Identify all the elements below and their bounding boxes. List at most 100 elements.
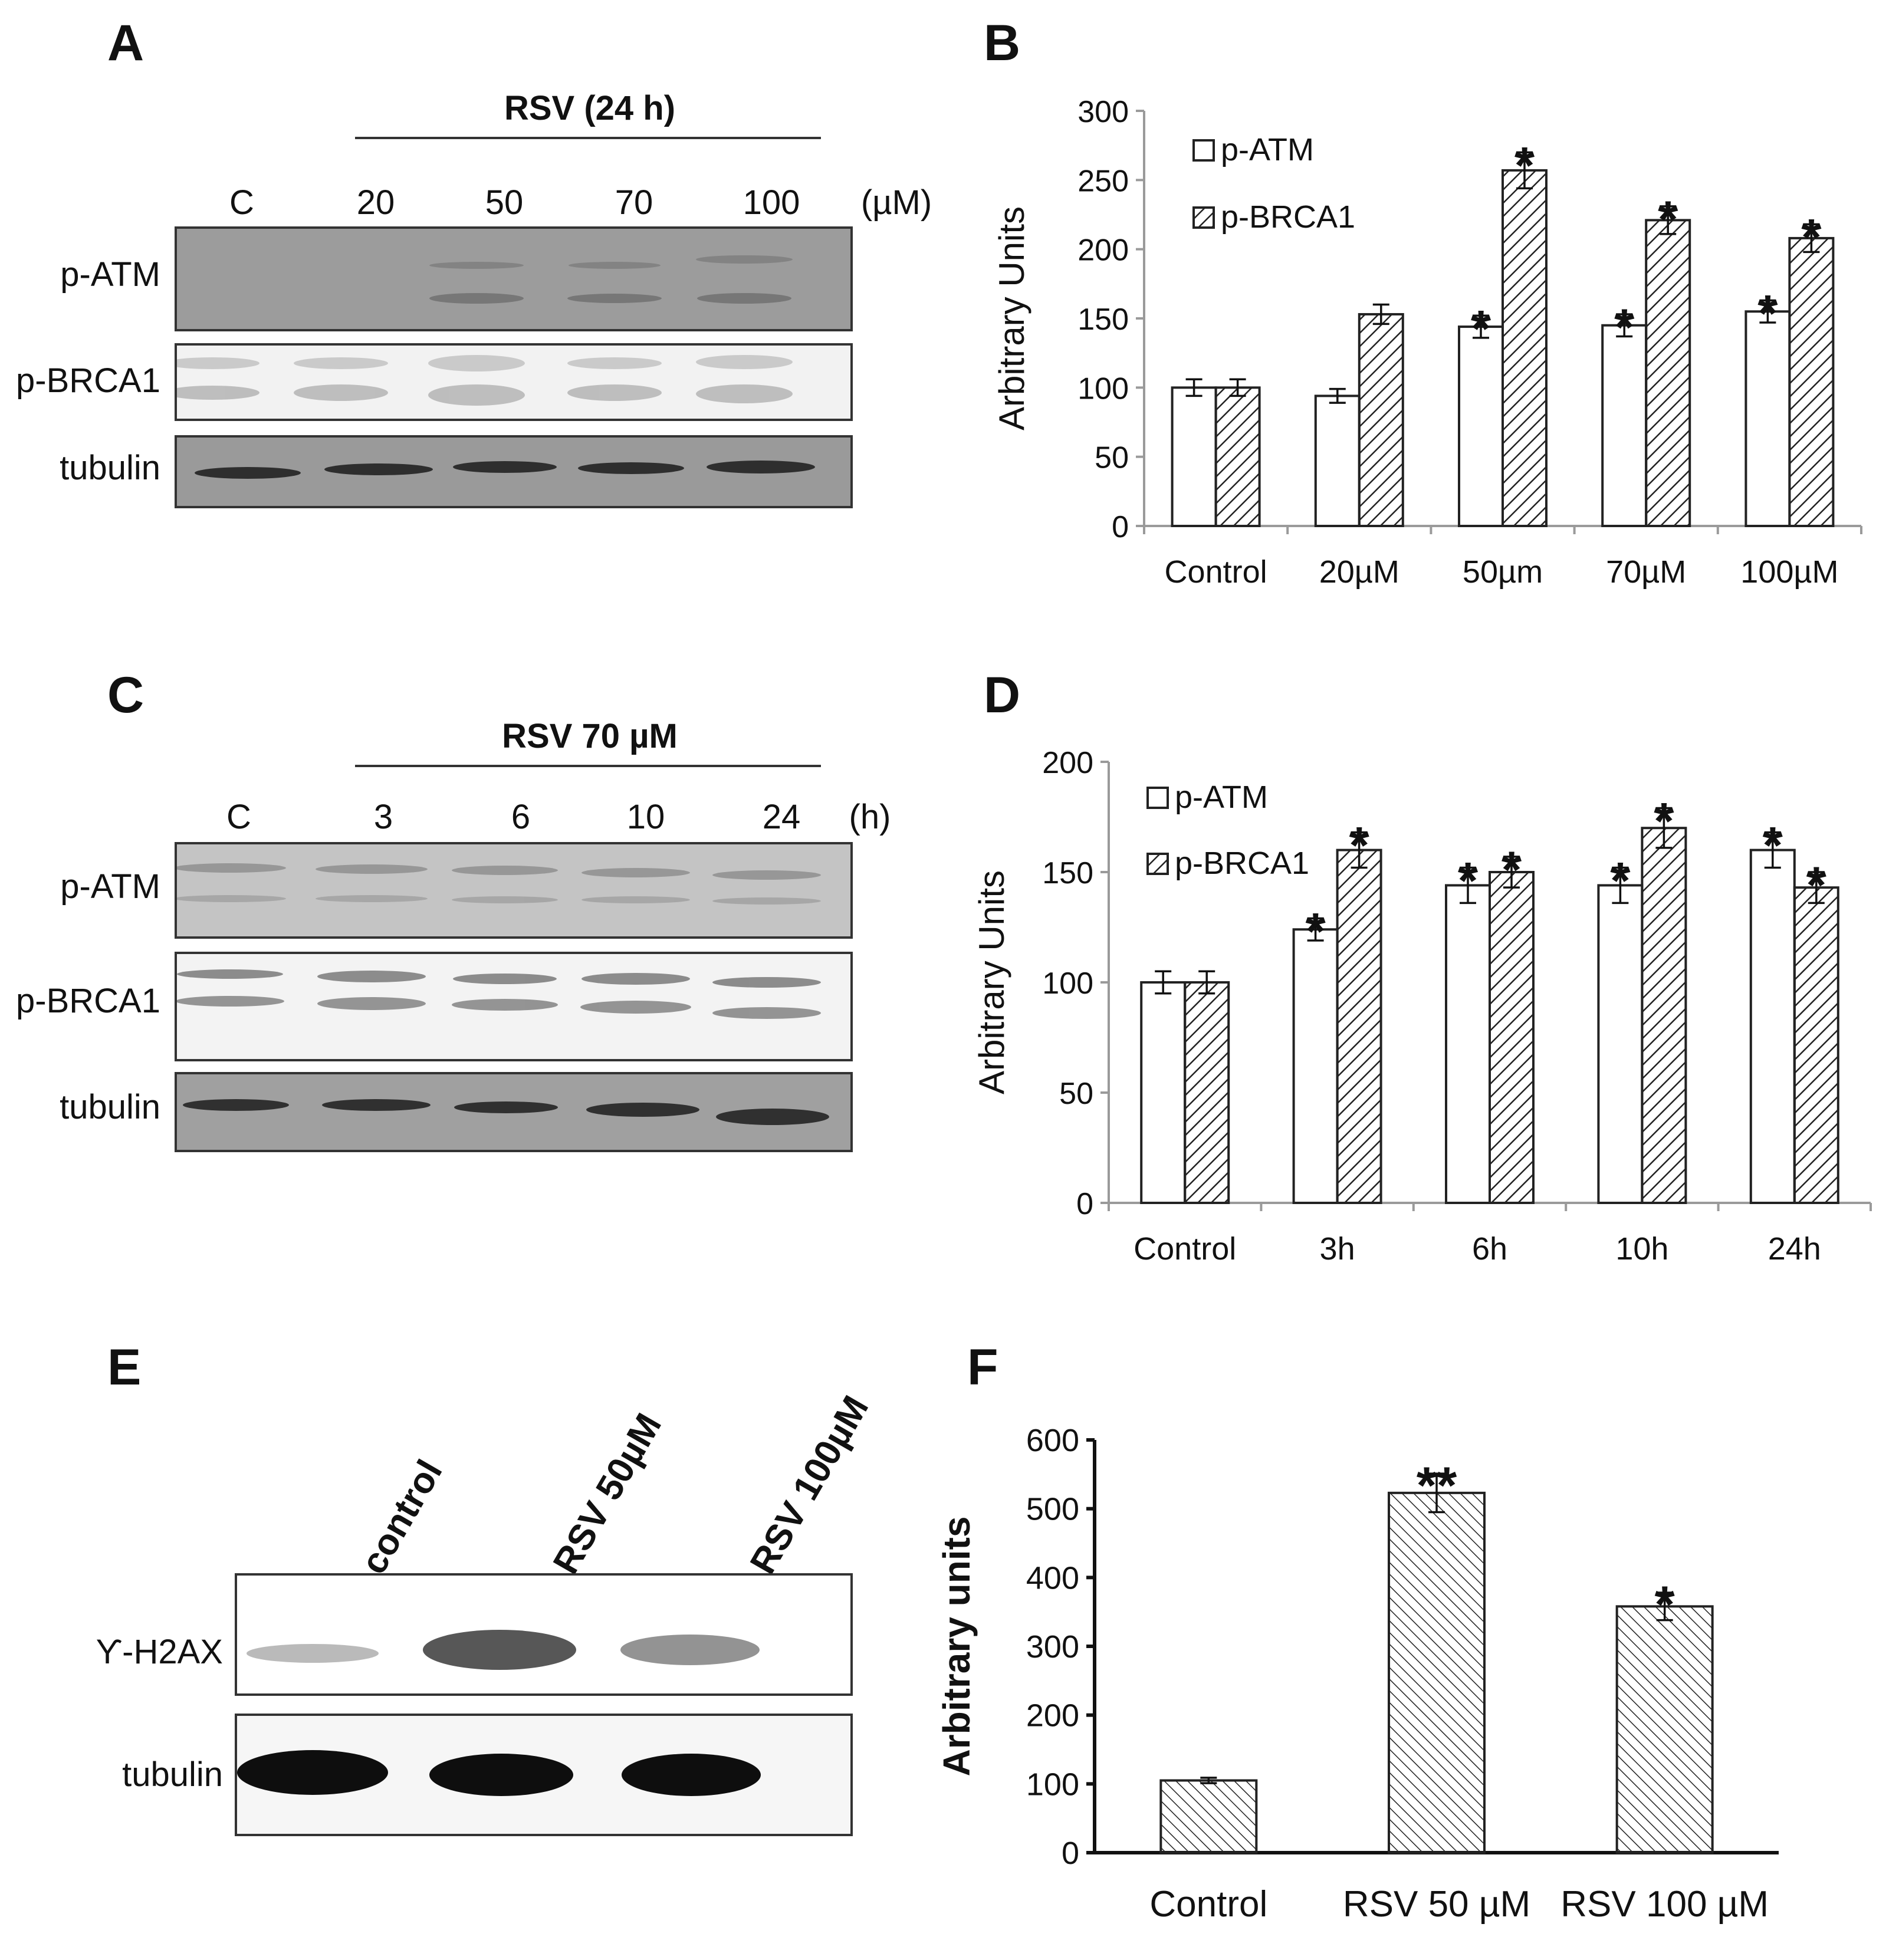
legend-label: p-ATM xyxy=(1221,132,1314,167)
y-tick-label: 150 xyxy=(1042,856,1093,890)
x-tick-label: 6h xyxy=(1472,1231,1507,1267)
blot-strip-pbrca1 xyxy=(175,343,853,421)
y-tick-label: 300 xyxy=(1077,95,1129,129)
lane-label: control xyxy=(353,1453,451,1581)
bar-chart-f: 0 100 200 300 400 500 600 Control RSV 50 µM RSV 1… xyxy=(935,1423,1779,1925)
significance-marker: * xyxy=(1614,298,1635,356)
lane-label: RSV 50µM xyxy=(545,1406,670,1581)
significance-marker: ** xyxy=(1417,1456,1457,1514)
x-tick-label: RSV 100 µM xyxy=(1560,1884,1769,1925)
lane-label: 70 xyxy=(615,183,653,222)
x-tick-label: Control xyxy=(1149,1884,1267,1925)
bar-p-atm xyxy=(1314,394,1361,527)
band xyxy=(183,1099,829,1125)
row-label: p-ATM xyxy=(60,867,160,906)
significance-marker: * xyxy=(1801,208,1822,266)
row-label: tubulin xyxy=(60,449,160,487)
x-tick-label: 24h xyxy=(1768,1231,1821,1267)
x-tick-label: 20µM xyxy=(1319,554,1399,590)
blot-strip-tubulin xyxy=(175,435,853,508)
legend-swatch xyxy=(1146,853,1169,875)
bar-value xyxy=(1159,1779,1258,1854)
significance-marker: * xyxy=(1655,1575,1675,1633)
header-line xyxy=(355,137,821,139)
significance-marker: * xyxy=(1305,902,1326,961)
panel-label-e: E xyxy=(107,1339,142,1396)
blot-strip-patm xyxy=(175,842,853,939)
x-tick-label: 70µM xyxy=(1606,554,1686,590)
significance-marker: * xyxy=(1806,856,1827,914)
y-tick-label: 300 xyxy=(1026,1629,1079,1665)
x-tick-label: 3h xyxy=(1320,1231,1355,1267)
y-axis-label: Arbitrary Units xyxy=(972,870,1011,1094)
bar-p-atm xyxy=(1292,928,1339,1204)
bar-p-brca1 xyxy=(1645,219,1691,528)
bar-chart-d: 0 50 100 150 200 Control 3h 6h 10h 24h Arbitrary U… xyxy=(972,746,1872,1267)
x-tick-label: 10h xyxy=(1615,1231,1668,1267)
panel-label-a: A xyxy=(107,15,144,71)
band xyxy=(177,355,793,371)
band xyxy=(429,255,793,269)
significance-marker: * xyxy=(1763,816,1783,874)
y-tick-label: 200 xyxy=(1077,234,1129,268)
x-tick-label: Control xyxy=(1165,554,1267,590)
lane-label: 6 xyxy=(511,798,531,836)
x-tick-label: 100µM xyxy=(1740,554,1838,590)
y-tick-label: 200 xyxy=(1026,1698,1079,1734)
bar-p-brca1 xyxy=(1502,169,1548,527)
x-tick-label: RSV 50 µM xyxy=(1343,1884,1530,1925)
header-line xyxy=(355,765,821,767)
y-tick-label: 500 xyxy=(1026,1492,1079,1527)
blot-strip-tubulin xyxy=(235,1714,853,1836)
legend-swatch xyxy=(1192,206,1215,229)
y-tick-label: 100 xyxy=(1077,371,1129,406)
significance-marker: * xyxy=(1514,136,1535,194)
lane-label: 10 xyxy=(626,798,665,836)
row-label: p-BRCA1 xyxy=(16,361,160,400)
lane-label: 24 xyxy=(762,798,801,836)
legend-label: p-BRCA1 xyxy=(1221,199,1355,235)
lane-label: 3 xyxy=(373,798,393,836)
bar-p-brca1 xyxy=(1788,236,1835,527)
significance-marker: * xyxy=(1502,840,1522,899)
x-tick-label: Control xyxy=(1134,1231,1236,1267)
unit-label: (h) xyxy=(849,798,891,836)
significance-marker: * xyxy=(1610,851,1631,910)
lane-label: 50 xyxy=(485,183,524,222)
y-tick-label: 50 xyxy=(1059,1077,1093,1111)
significance-marker: * xyxy=(1654,792,1674,850)
y-tick-label: 100 xyxy=(1026,1767,1079,1802)
bar-p-brca1 xyxy=(1336,849,1382,1205)
bar-p-atm xyxy=(1749,849,1796,1205)
lane-label: C xyxy=(229,183,254,222)
y-tick-label: 0 xyxy=(1076,1187,1093,1221)
row-label: ϒ-H2AX xyxy=(96,1633,223,1671)
bar-p-atm xyxy=(1140,981,1187,1204)
row-label: p-ATM xyxy=(60,255,160,294)
bar-p-atm xyxy=(1744,310,1791,527)
bar-p-brca1 xyxy=(1214,386,1261,527)
significance-marker: * xyxy=(1458,851,1479,910)
y-tick-label: 50 xyxy=(1095,441,1129,475)
lane-label: C xyxy=(226,798,251,836)
y-tick-label: 400 xyxy=(1026,1560,1079,1596)
legend-label: p-ATM xyxy=(1175,780,1268,815)
y-tick-label: 100 xyxy=(1042,966,1093,1001)
lane-label: 100 xyxy=(742,183,800,222)
bar-p-brca1 xyxy=(1641,827,1687,1204)
band xyxy=(177,996,821,1019)
bar-value xyxy=(1388,1491,1486,1854)
y-tick-label: 600 xyxy=(1026,1423,1079,1458)
bar-p-atm xyxy=(1445,884,1491,1204)
bar-p-atm xyxy=(1171,386,1217,527)
y-tick-label: 200 xyxy=(1042,746,1093,780)
row-label: p-BRCA1 xyxy=(16,982,160,1020)
row-label: tubulin xyxy=(122,1755,223,1794)
y-axis-label: Arbitrary Units xyxy=(992,206,1031,430)
bar-p-brca1 xyxy=(1793,886,1839,1204)
band xyxy=(177,969,821,988)
bar-value xyxy=(1615,1605,1714,1854)
panel-label-f: F xyxy=(967,1339,998,1396)
lane-label: 20 xyxy=(356,183,395,222)
blot-strip-h2ax xyxy=(235,1573,853,1696)
